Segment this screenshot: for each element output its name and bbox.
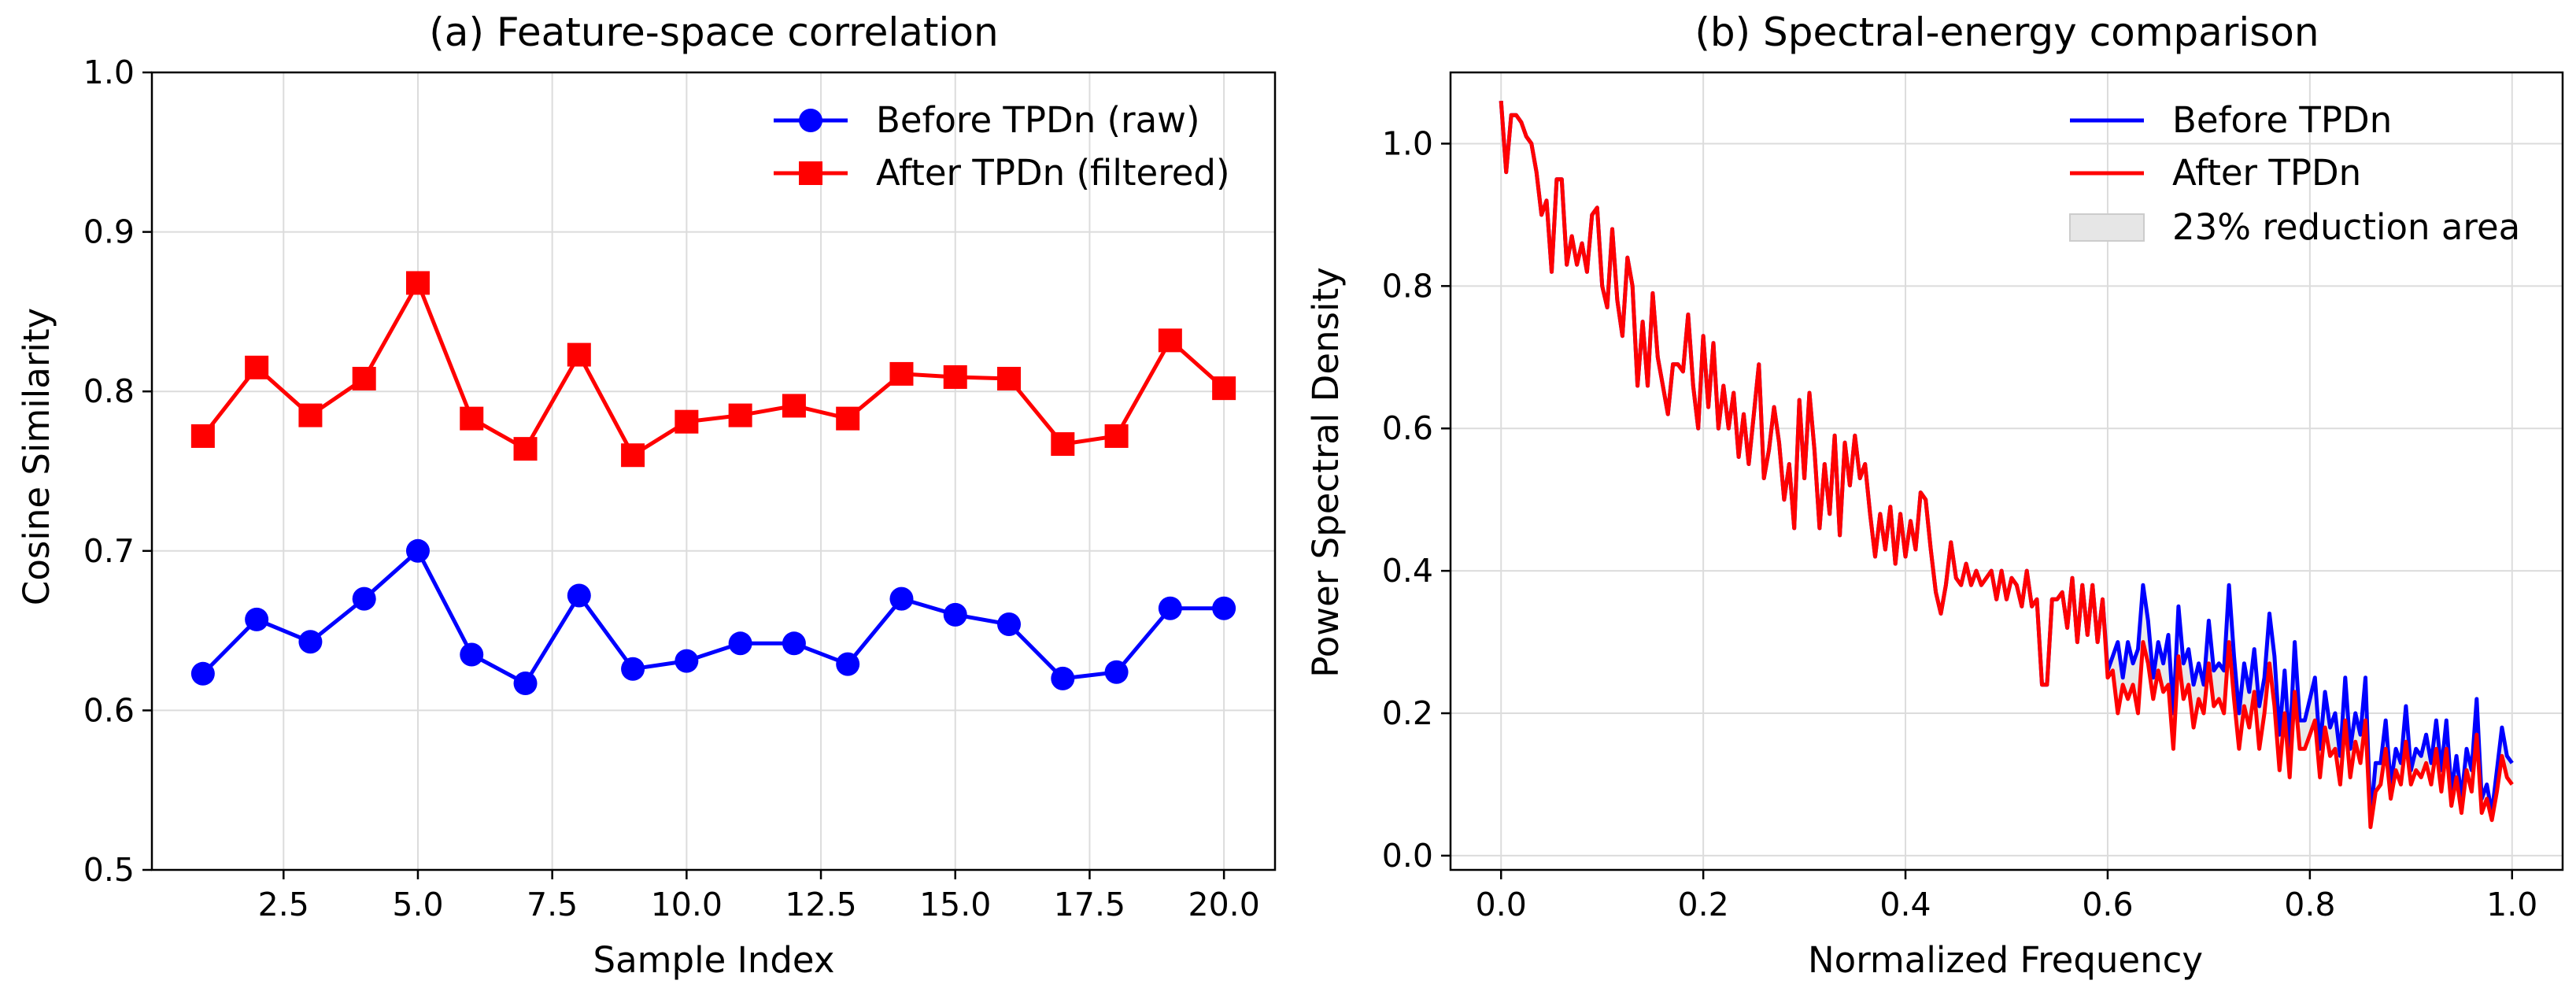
panel-b-title: (b) Spectral-energy comparison (1695, 9, 2319, 55)
data-point-before-tpdn-raw (674, 649, 699, 673)
data-point-after-tpdn-filtered (298, 403, 323, 427)
panel-a-legend: Before TPDn (raw) After TPDn (filtered) (774, 99, 1230, 194)
panel-a-series (190, 271, 1236, 695)
data-point-before-tpdn-raw (245, 607, 269, 631)
panel-a-y-tick-label: 0.8 (83, 372, 135, 410)
data-point-after-tpdn-filtered (245, 355, 269, 379)
panel-a-x-tick-label: 17.5 (1054, 886, 1125, 923)
panel-b-ylabel: Power Spectral Density (1305, 267, 1347, 678)
data-point-before-tpdn-raw (298, 630, 323, 654)
data-point-before-tpdn-raw (567, 583, 591, 608)
panel-b-x-tick-label: 0.0 (1476, 886, 1527, 923)
data-point-after-tpdn-filtered (405, 271, 430, 295)
panel-b-y-tick-label: 0.6 (1382, 409, 1433, 447)
panel-b-ticks: 0.0 0.2 0.4 0.6 0.8 1.0 0.0 0.2 0.4 0.6 0.8 1.0 (1382, 124, 2538, 923)
legend-patch-reduction-area (2069, 213, 2145, 242)
panel-b-y-tick-label: 0.2 (1382, 694, 1433, 732)
data-point-before-tpdn-raw (1212, 596, 1236, 620)
panel-a-axes-frame (150, 71, 1277, 871)
legend-label-before: Before TPDn (2172, 99, 2392, 141)
panel-b: 0.0 0.2 0.4 0.6 0.8 1.0 0.0 0.2 0.4 0.6 0.8 1.0 (b)… (1305, 9, 2564, 981)
data-point-after-tpdn-filtered (1051, 432, 1075, 457)
data-point-after-tpdn-filtered (782, 394, 806, 418)
data-point-before-tpdn-raw (405, 538, 430, 563)
data-point-after-tpdn-filtered (567, 342, 591, 367)
panel-a-ylabel: Cosine Similarity (16, 308, 57, 605)
data-point-before-tpdn-raw (836, 652, 860, 676)
panel-b-x-tick-label: 0.4 (1879, 886, 1931, 923)
data-point-after-tpdn-filtered (1104, 424, 1129, 448)
data-point-before-tpdn-raw (352, 586, 376, 611)
data-point-after-tpdn-filtered (943, 364, 967, 389)
series-line-after-tpdn (1499, 101, 2514, 830)
panel-a-x-tick-label: 5.0 (392, 886, 443, 923)
data-point-after-tpdn-filtered (836, 406, 860, 431)
panel-a-x-tick-label: 20.0 (1188, 886, 1259, 923)
data-point-after-tpdn-filtered (674, 409, 699, 434)
panel-b-x-tick-label: 0.8 (2284, 886, 2335, 923)
panel-a-x-tick-label: 12.5 (785, 886, 856, 923)
panel-b-y-tick-label: 1.0 (1382, 124, 1433, 162)
panel-b-series (1499, 101, 2514, 830)
panel-b-y-tick-label: 0.8 (1382, 267, 1433, 305)
data-point-before-tpdn-raw (1051, 666, 1075, 690)
panel-a-title: (a) Feature-space correlation (429, 9, 998, 55)
panel-a-x-tick-label: 2.5 (258, 886, 309, 923)
panel-b-y-tick-label: 0.4 (1382, 552, 1433, 590)
panel-a-xlabel: Sample Index (593, 939, 835, 981)
panel-b-x-tick-label: 1.0 (2486, 886, 2537, 923)
panel-a: 2.5 5.0 7.5 10.0 12.5 15.0 17.5 20.0 0.5 0.6 0.7 0.… (16, 9, 1277, 981)
panel-b-xlabel: Normalized Frequency (1808, 939, 2203, 981)
data-point-before-tpdn-raw (513, 671, 538, 695)
data-point-before-tpdn-raw (943, 602, 967, 627)
panel-b-x-tick-label: 0.2 (1678, 886, 1729, 923)
data-point-before-tpdn-raw (1104, 660, 1129, 684)
panel-a-ticks: 2.5 5.0 7.5 10.0 12.5 15.0 17.5 20.0 0.5 0.6 0.7 0.… (83, 54, 1260, 923)
data-point-after-tpdn-filtered (889, 361, 914, 386)
data-point-before-tpdn-raw (889, 586, 914, 611)
data-point-after-tpdn-filtered (728, 403, 752, 427)
data-point-after-tpdn-filtered (621, 443, 645, 468)
panel-b-legend: Before TPDn After TPDn 23% reduction are… (2069, 99, 2520, 248)
data-point-after-tpdn-filtered (190, 424, 215, 448)
panel-b-axes-frame (1449, 71, 2564, 871)
legend-label-after-filtered: After TPDn (filtered) (876, 152, 1230, 194)
data-point-before-tpdn-raw (997, 612, 1022, 636)
data-point-after-tpdn-filtered (1212, 376, 1236, 401)
panel-a-y-tick-label: 0.9 (83, 213, 135, 251)
legend-label-after: After TPDn (2172, 152, 2361, 194)
legend-marker-after-filtered (799, 161, 822, 185)
data-point-before-tpdn-raw (190, 661, 215, 686)
panel-a-y-tick-label: 0.7 (83, 532, 135, 570)
panel-a-x-tick-label: 15.0 (919, 886, 991, 923)
data-point-after-tpdn-filtered (997, 366, 1022, 390)
data-point-after-tpdn-filtered (513, 437, 538, 461)
legend-marker-before-raw (799, 109, 822, 132)
panel-b-x-tick-label: 0.6 (2082, 886, 2133, 923)
data-point-after-tpdn-filtered (352, 366, 376, 390)
data-point-before-tpdn-raw (782, 631, 806, 656)
data-point-before-tpdn-raw (460, 642, 484, 667)
data-point-before-tpdn-raw (728, 631, 752, 656)
legend-label-reduction-area: 23% reduction area (2172, 206, 2520, 248)
panel-a-x-tick-label: 10.0 (651, 886, 723, 923)
panel-a-y-tick-label: 1.0 (83, 54, 135, 91)
panel-a-y-tick-label: 0.6 (83, 691, 135, 729)
data-point-after-tpdn-filtered (1158, 328, 1182, 353)
data-point-before-tpdn-raw (621, 657, 645, 681)
panel-a-y-tick-label: 0.5 (83, 851, 135, 889)
series-line-before-tpdn-raw (201, 549, 1225, 686)
data-point-after-tpdn-filtered (460, 406, 484, 431)
data-point-before-tpdn-raw (1158, 596, 1182, 620)
panel-b-y-tick-label: 0.0 (1382, 837, 1433, 875)
legend-label-before-raw: Before TPDn (raw) (876, 99, 1200, 141)
panel-a-x-tick-label: 7.5 (527, 886, 578, 923)
